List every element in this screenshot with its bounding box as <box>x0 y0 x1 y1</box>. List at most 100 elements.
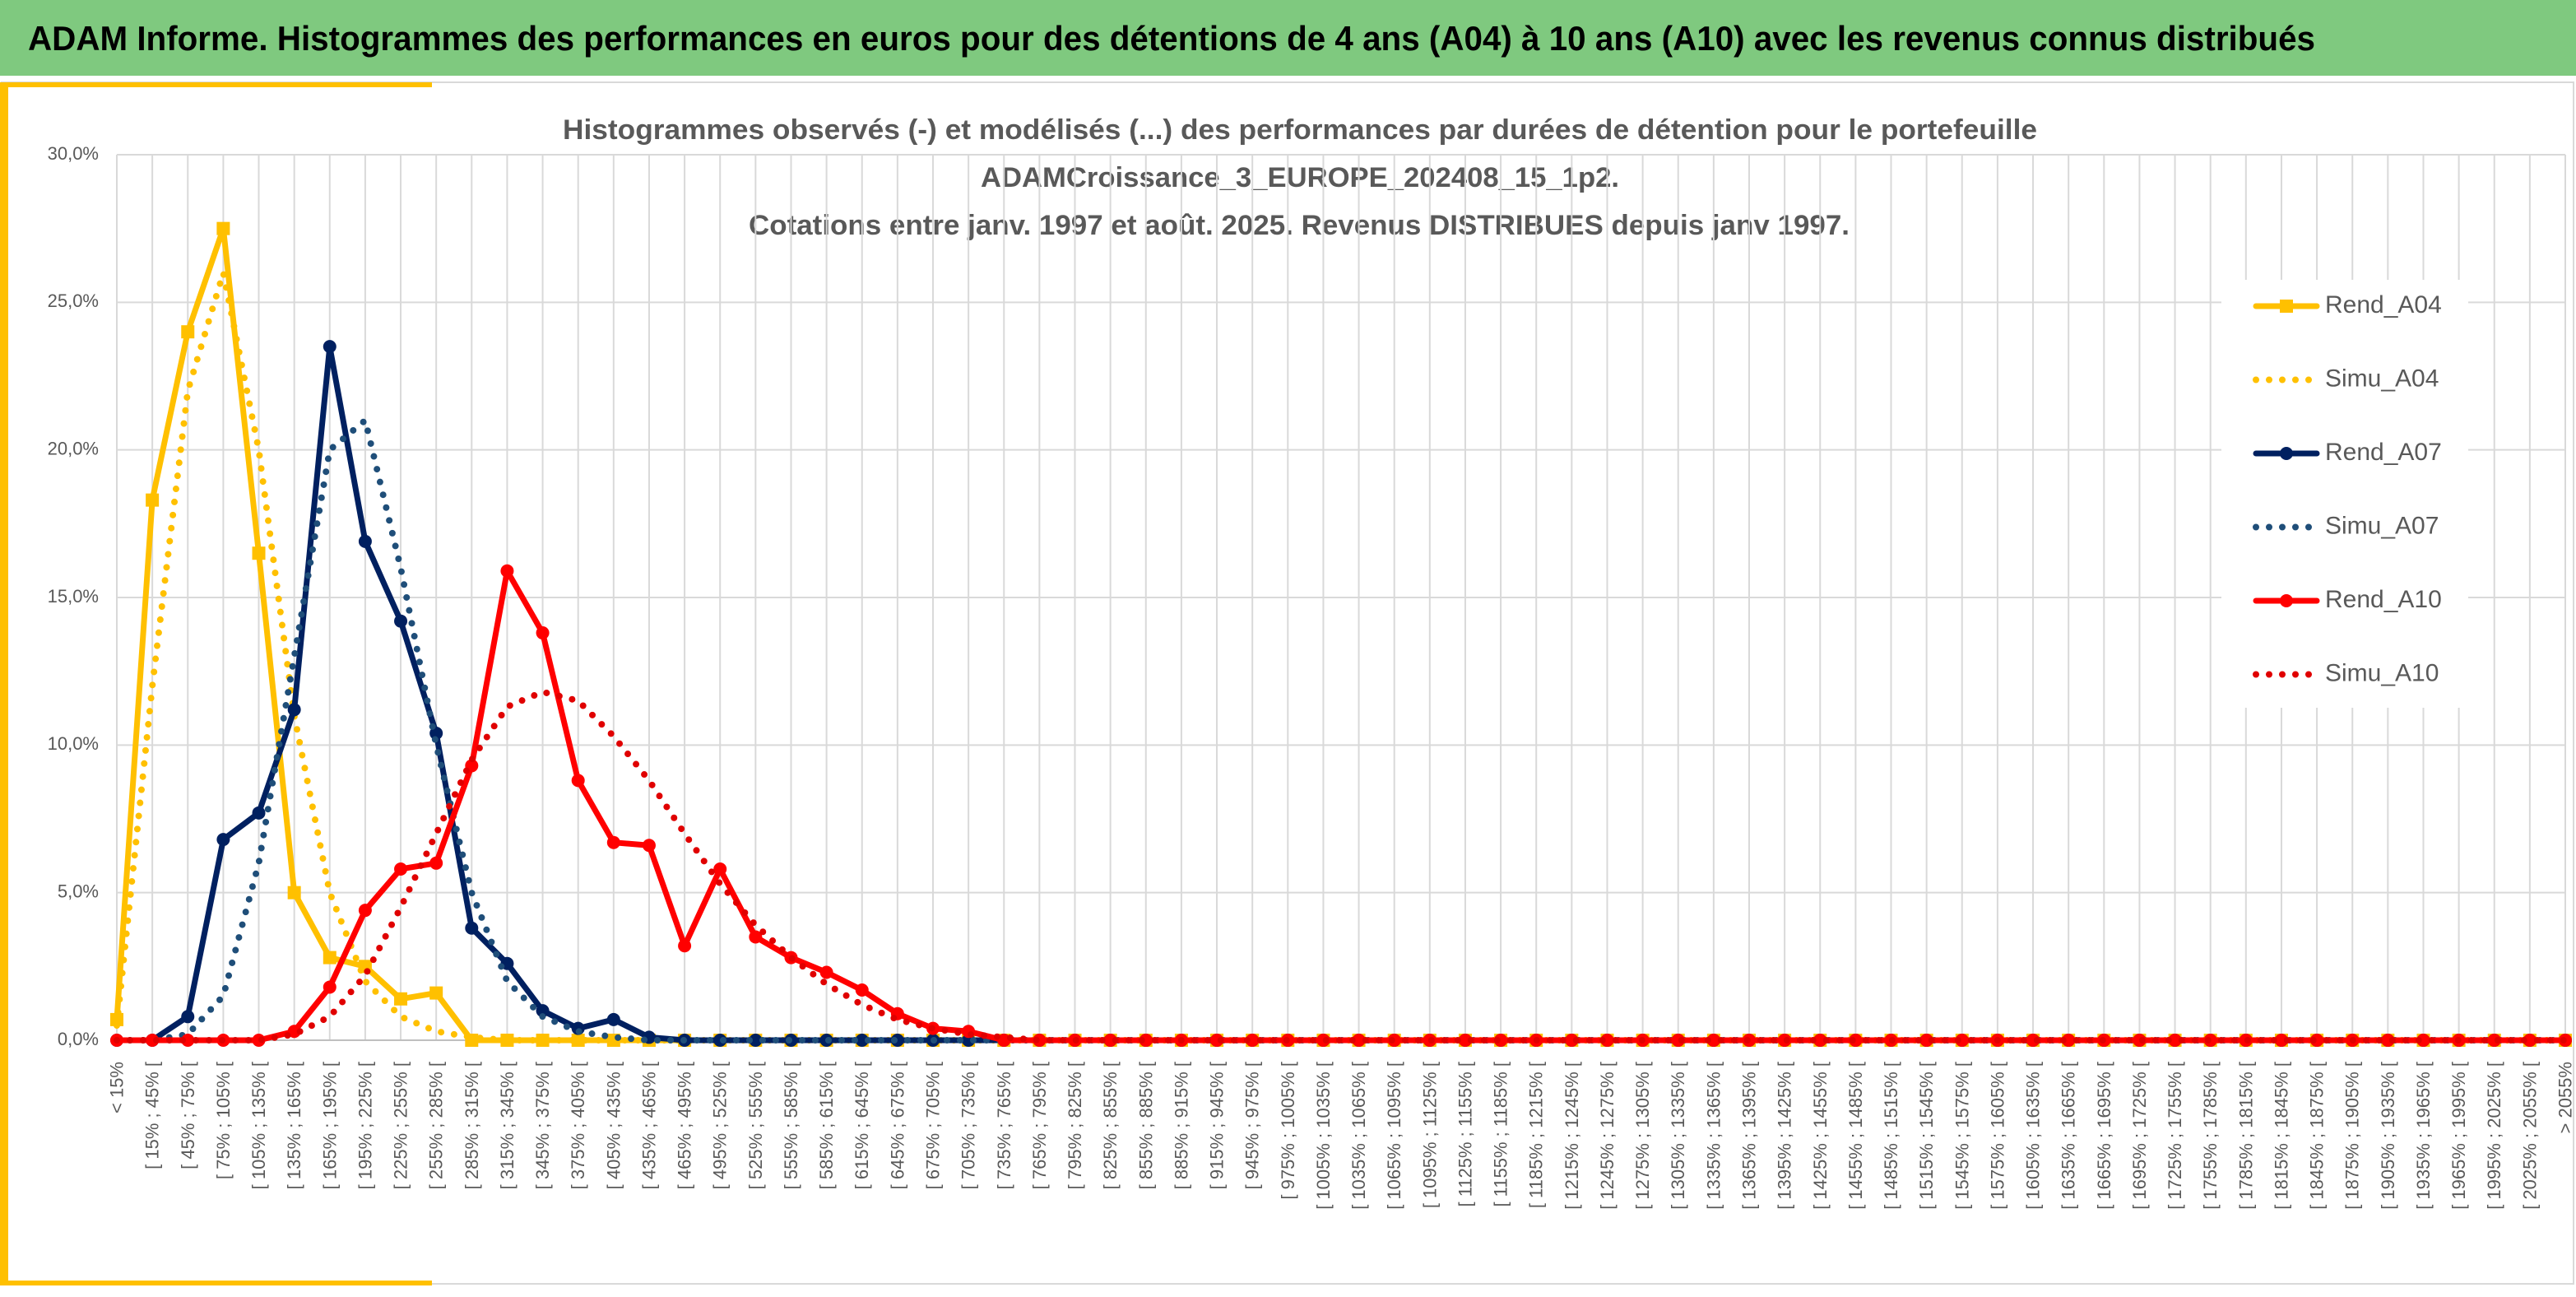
data-point <box>323 980 337 994</box>
x-tick-label: [ 1455% ; 1485% [ <box>1845 1062 1866 1210</box>
x-tick-label: [ 1035% ; 1065% [ <box>1348 1062 1369 1210</box>
top-accent <box>0 82 432 87</box>
x-tick-label: [ 135% ; 165% [ <box>284 1062 304 1189</box>
x-tick-label: [ 1065% ; 1095% [ <box>1384 1062 1404 1210</box>
x-tick-label: < 15% <box>107 1062 128 1113</box>
y-tick-label: 15,0% <box>48 586 99 607</box>
legend-label: Rend_A10 <box>2325 586 2442 613</box>
x-tick-label: [ 1245% ; 1275% [ <box>1597 1062 1618 1210</box>
x-tick-label: [ 495% ; 525% [ <box>710 1062 731 1189</box>
legend-box <box>2221 280 2468 708</box>
x-tick-label: [ 1275% ; 1305% [ <box>1632 1062 1653 1210</box>
x-tick-label: [ 1965% ; 1995% [ <box>2448 1062 2469 1210</box>
x-tick-label: [ 855% ; 885% [ <box>1135 1062 1156 1189</box>
legend-label: Simu_A10 <box>2325 659 2439 686</box>
data-point <box>1210 1034 1224 1047</box>
data-point <box>287 703 301 717</box>
x-tick-label: [ 45% ; 75% [ <box>178 1062 198 1169</box>
x-tick-label: > 2055% <box>2555 1062 2576 1133</box>
data-point <box>1139 1034 1153 1047</box>
data-point <box>181 1034 195 1047</box>
data-point <box>1671 1034 1685 1047</box>
data-point <box>678 939 692 953</box>
x-tick-label: [ 285% ; 315% [ <box>462 1062 482 1189</box>
x-tick-label: [ 795% ; 825% [ <box>1065 1062 1085 1189</box>
x-tick-label: [ 195% ; 225% [ <box>355 1062 375 1189</box>
data-point <box>394 614 408 628</box>
x-tick-label: [ 1545% ; 1575% [ <box>1952 1062 1972 1210</box>
x-tick-label: [ 75% ; 105% [ <box>213 1062 234 1179</box>
data-point <box>2062 1034 2076 1047</box>
x-tick-label: [ 1785% ; 1815% [ <box>2235 1062 2256 1210</box>
x-tick-label: [ 1665% ; 1695% [ <box>2094 1062 2114 1210</box>
x-tick-label: [ 585% ; 615% [ <box>816 1062 837 1189</box>
x-tick-label: [ 405% ; 435% [ <box>603 1062 624 1189</box>
data-point <box>146 1034 160 1047</box>
data-point <box>2310 1034 2324 1047</box>
x-tick-label: [ 1875% ; 1905% [ <box>2342 1062 2363 1210</box>
x-tick-label: [ 2025% ; 2055% [ <box>2519 1062 2540 1210</box>
legend-marker <box>2280 594 2293 607</box>
data-point <box>536 626 550 640</box>
x-tick-label: [ 735% ; 765% [ <box>994 1062 1014 1189</box>
legend-label: Simu_A04 <box>2325 365 2439 392</box>
x-tick-label: [ 765% ; 795% [ <box>1029 1062 1050 1189</box>
x-tick-label: [ 1365% ; 1395% [ <box>1739 1062 1760 1210</box>
x-tick-label: [ 885% ; 915% [ <box>1171 1062 1191 1189</box>
x-tick-label: [ 1575% ; 1605% [ <box>1987 1062 2007 1210</box>
x-tick-label: [ 675% ; 705% [ <box>923 1062 944 1189</box>
data-point <box>2026 1034 2040 1047</box>
data-point <box>429 726 443 740</box>
data-point <box>1103 1034 1117 1047</box>
data-point <box>713 862 727 876</box>
x-tick-label: [ 1515% ; 1545% [ <box>1916 1062 1937 1210</box>
data-point <box>394 992 408 1006</box>
data-point <box>287 886 301 900</box>
x-tick-label: [ 645% ; 675% [ <box>887 1062 907 1189</box>
data-point <box>1919 1034 1933 1047</box>
data-point <box>1352 1034 1366 1047</box>
data-point <box>287 1025 301 1039</box>
data-point <box>1600 1034 1614 1047</box>
data-point <box>429 986 443 1000</box>
data-point <box>181 1010 195 1024</box>
left-accent <box>0 82 8 1284</box>
data-point <box>571 774 585 788</box>
x-tick-label: [ 1725% ; 1755% [ <box>2165 1062 2185 1210</box>
x-tick-label: [ 375% ; 405% [ <box>568 1062 588 1189</box>
x-tick-label: [ 915% ; 945% [ <box>1207 1062 1228 1189</box>
legend-marker <box>2280 447 2293 460</box>
data-point <box>1565 1034 1579 1047</box>
data-point <box>571 1034 585 1047</box>
x-tick-label: [ 1635% ; 1665% [ <box>2058 1062 2079 1210</box>
data-point <box>500 564 514 578</box>
x-tick-label: [ 1125% ; 1155% [ <box>1455 1062 1475 1207</box>
header-band <box>0 0 2576 76</box>
y-tick-label: 0,0% <box>58 1029 99 1049</box>
x-tick-label: [ 1185% ; 1215% [ <box>1526 1062 1547 1208</box>
chart-title: Cotations entre janv. 1997 et août. 2025… <box>749 210 1850 241</box>
x-tick-label: [ 225% ; 255% [ <box>391 1062 411 1189</box>
data-point <box>1706 1034 1720 1047</box>
y-tick-label: 5,0% <box>58 881 99 901</box>
x-tick-label: [ 945% ; 975% [ <box>1242 1062 1263 1189</box>
x-tick-label: [ 1935% ; 1965% [ <box>2413 1062 2434 1210</box>
x-tick-label: [ 1845% ; 1875% [ <box>2307 1062 2328 1210</box>
x-tick-label: [ 1605% ; 1635% [ <box>2023 1062 2044 1210</box>
y-tick-label: 30,0% <box>48 143 99 164</box>
data-point <box>216 221 230 235</box>
x-tick-label: [ 1305% ; 1335% [ <box>1668 1062 1688 1210</box>
header-title: ADAM Informe. Histogrammes des performan… <box>28 19 2315 58</box>
data-point <box>110 1012 123 1026</box>
y-tick-label: 20,0% <box>48 438 99 458</box>
data-point <box>855 983 869 997</box>
x-tick-label: [ 435% ; 465% [ <box>638 1062 659 1189</box>
data-point <box>2168 1034 2182 1047</box>
x-tick-label: [ 1695% ; 1725% [ <box>2129 1062 2150 1210</box>
data-point <box>1458 1034 1472 1047</box>
legend-label: Rend_A07 <box>2325 439 2442 466</box>
data-point <box>2416 1034 2430 1047</box>
x-tick-label: [ 345% ; 375% [ <box>532 1062 553 1189</box>
y-tick-label: 10,0% <box>48 733 99 754</box>
data-point <box>819 965 833 979</box>
